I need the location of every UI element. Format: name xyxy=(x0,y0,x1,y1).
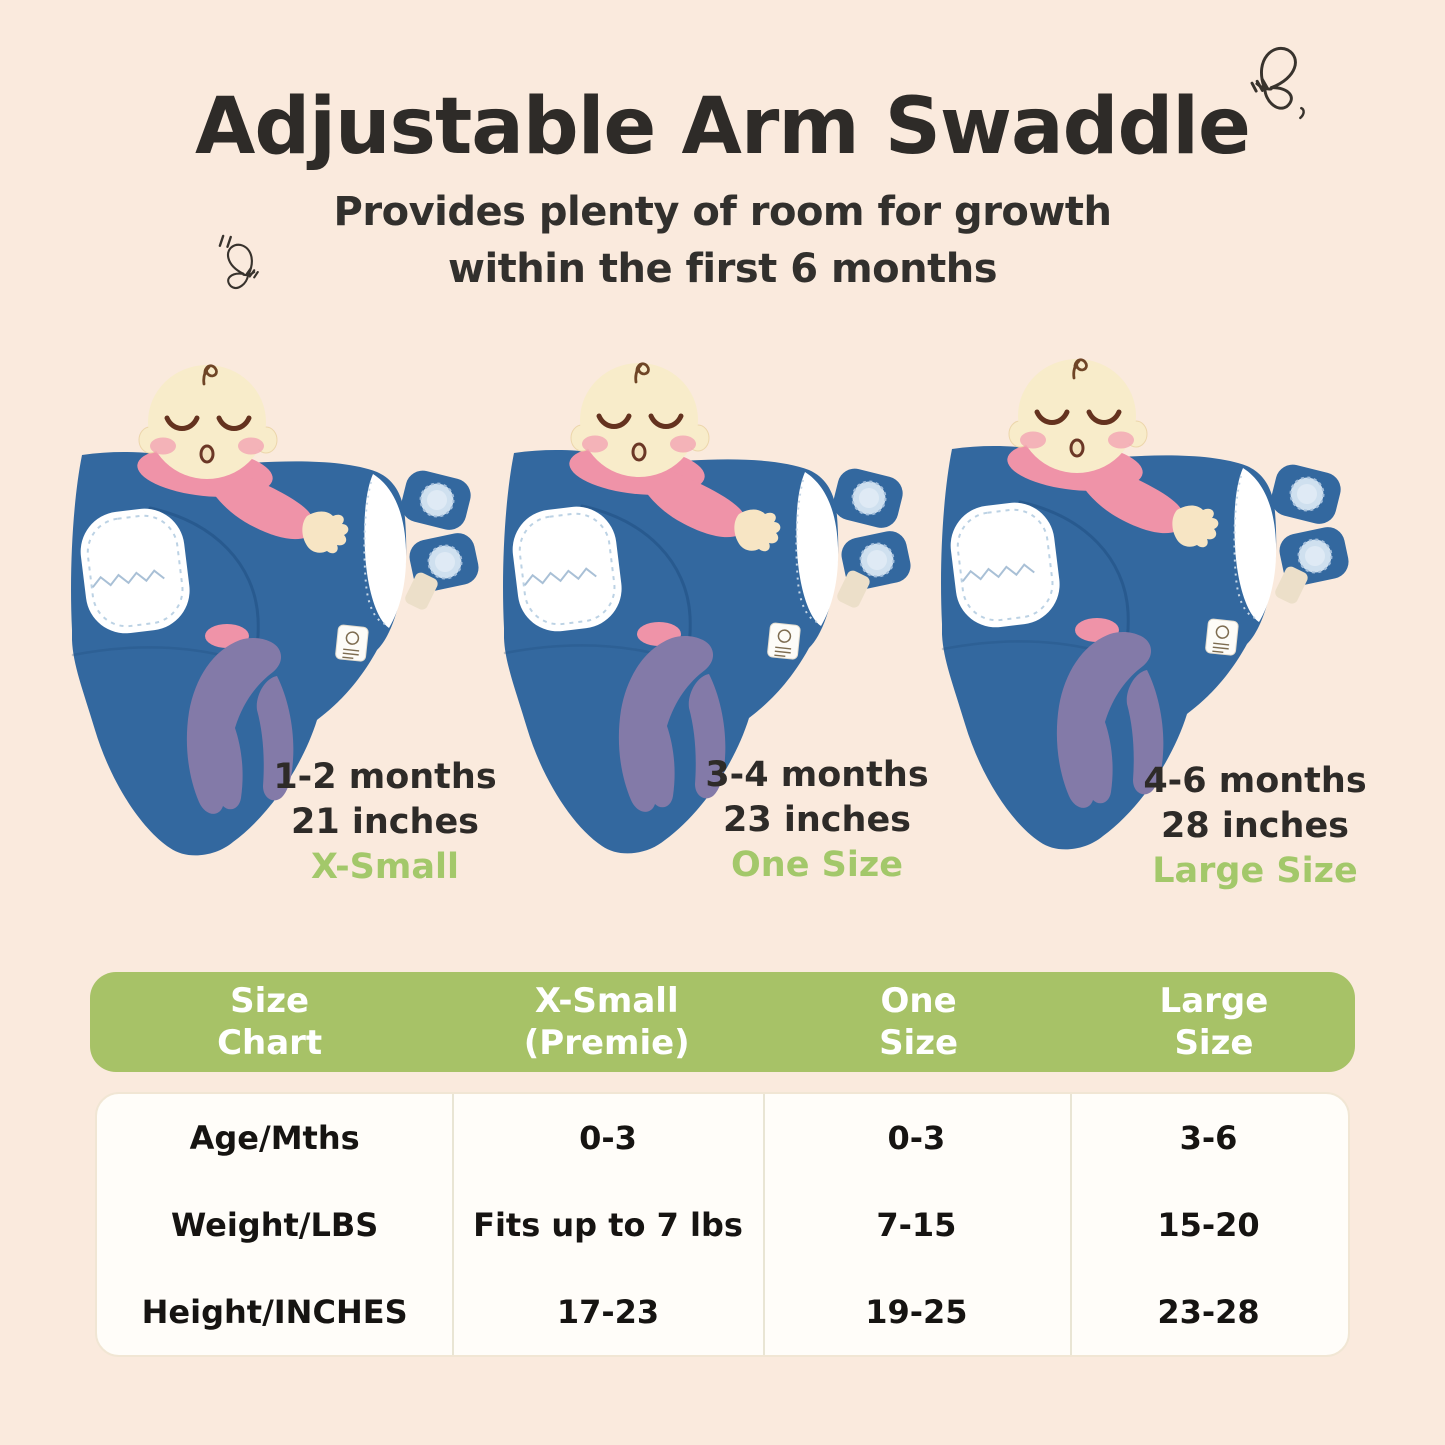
length-label: 21 inches xyxy=(290,802,480,842)
column-divider xyxy=(452,1094,454,1355)
page-title: Adjustable Arm Swaddle xyxy=(195,82,1251,172)
column-divider xyxy=(1070,1094,1072,1355)
header-cell-xsmall: X-Small (Premie) xyxy=(523,981,690,1063)
size-name-label: One Size xyxy=(731,845,903,885)
size-name-label: Large Size xyxy=(1152,851,1358,891)
table-cell: 19-25 xyxy=(865,1292,968,1331)
subtitle-line-1: Provides plenty of room for growth xyxy=(333,189,1112,235)
subtitle-line-2: within the first 6 months xyxy=(447,246,998,292)
swaddle-label: 4-6 months 28 inches Large Size xyxy=(1090,759,1420,894)
length-label: 28 inches xyxy=(1160,806,1350,846)
page-subtitle: Provides plenty of room for growth withi… xyxy=(0,184,1445,298)
table-cell: 0-3 xyxy=(579,1118,637,1157)
row-label-height: Height/INCHES xyxy=(141,1292,408,1331)
size-chart-table: Age/Mths 0-3 0-3 3-6 Weight/LBS Fits up … xyxy=(95,1092,1350,1357)
butterfly-icon xyxy=(1248,44,1305,120)
table-cell: 17-23 xyxy=(556,1292,660,1331)
table-cell: 3-6 xyxy=(1179,1118,1238,1157)
swaddle-figure-large: 4-6 months 28 inches Large Size xyxy=(925,354,1367,891)
column-divider xyxy=(763,1094,765,1355)
row-label-weight: Weight/LBS xyxy=(170,1205,379,1244)
table-cell: 7-15 xyxy=(876,1205,957,1244)
age-range-label: 1-2 months xyxy=(273,757,497,797)
table-cell: 0-3 xyxy=(887,1118,946,1157)
table-cell: Fits up to 7 lbs xyxy=(473,1205,743,1244)
table-cell: 23-28 xyxy=(1157,1292,1260,1331)
size-name-label: X-Small xyxy=(311,847,459,887)
row-label-age: Age/Mths xyxy=(189,1118,360,1157)
table-cell: 15-20 xyxy=(1157,1205,1260,1244)
swaddle-label: 3-4 months 23 inches One Size xyxy=(652,753,982,888)
header-cell-size-chart: Size Chart xyxy=(217,981,323,1063)
swaddle-figure-onesize: 3-4 months 23 inches One Size xyxy=(487,358,929,888)
size-chart-header: Size Chart X-Small (Premie) One Size Lar… xyxy=(90,972,1355,1072)
header-cell-one-size: One Size xyxy=(879,981,959,1063)
header-cell-large-size: Large Size xyxy=(1159,981,1269,1063)
age-range-label: 4-6 months xyxy=(1143,761,1367,801)
swaddle-figure-xsmall: 1-2 months 21 inches X-Small xyxy=(55,360,497,890)
age-range-label: 3-4 months xyxy=(705,755,929,795)
length-label: 23 inches xyxy=(722,800,912,840)
swaddle-label: 1-2 months 21 inches X-Small xyxy=(220,755,550,890)
butterfly-icon xyxy=(218,234,259,290)
